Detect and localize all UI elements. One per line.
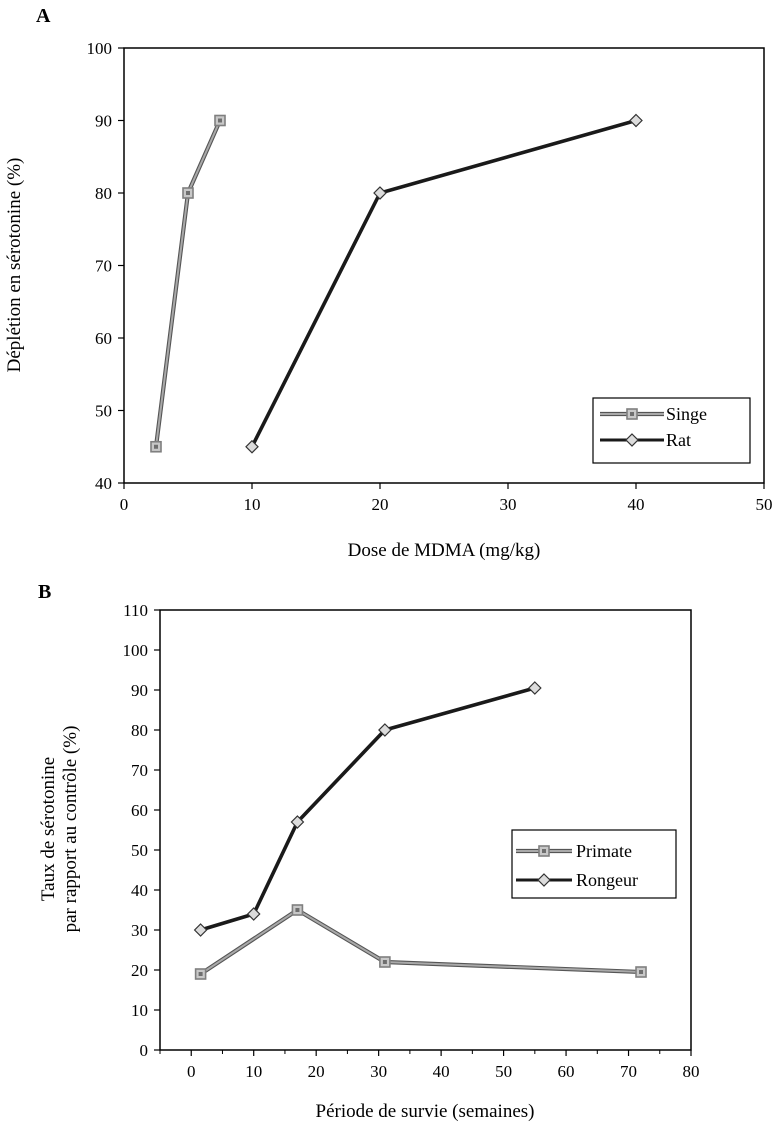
panel-b-series-rongeur-line — [200, 686, 536, 932]
panel-b-x-tick-label: 30 — [370, 1062, 387, 1081]
panel-b-y-tick-label: 70 — [131, 761, 148, 780]
panel-b-x-tick-label: 20 — [308, 1062, 325, 1081]
panel-b-y-tick-label: 30 — [131, 921, 148, 940]
chart-panel-a: A 40 50 60 70 80 90 100 0 10 20 30 40 50 Dose de MDM… — [4, 5, 773, 561]
panel-b-y-tick-label: 50 — [131, 841, 148, 860]
panel-a-y-tick-label: 100 — [87, 39, 113, 58]
panel-a-series-singe-point-center — [186, 191, 190, 195]
panel-b-y-tick-label: 40 — [131, 881, 148, 900]
panel-a-x-tick-label: 30 — [500, 495, 517, 514]
panel-b-x-tick-label: 80 — [683, 1062, 700, 1081]
panel-a-y-tick-label: 80 — [95, 184, 112, 203]
panel-a-series-rat-point — [373, 186, 387, 200]
panel-a-legend: Singe Rat — [592, 397, 751, 464]
panel-b-legend-swatch-rongeur-marker — [537, 873, 551, 887]
panel-b-y-tick-label: 10 — [131, 1001, 148, 1020]
panel-b-x-tick-label: 70 — [620, 1062, 637, 1081]
panel-a-series-rat-point — [245, 439, 259, 454]
panel-b-series-rongeur-point — [290, 815, 305, 829]
panel-b-series-primate-point-center — [382, 960, 387, 964]
panel-b-y-tick-label: 110 — [123, 601, 148, 620]
panel-a-legend-swatch-singe-marker-center — [630, 412, 634, 416]
panel-b-y-tick-label: 20 — [131, 961, 148, 980]
panel-b-series-rongeur-point — [527, 681, 542, 695]
panel-b-y-tick-label: 100 — [123, 641, 149, 660]
panel-a-series-singe-line — [155, 120, 221, 447]
panel-a-letter: A — [36, 5, 51, 27]
panel-b-series-primate-point-center — [198, 972, 203, 976]
panel-a-series-rat-point — [629, 113, 643, 128]
panel-b-letter: B — [38, 581, 51, 603]
panel-b-x-tick-label: 10 — [245, 1062, 262, 1081]
panel-b-y-axis-title-line2: par rapport au contrôle (%) — [60, 726, 81, 933]
panel-a-y-tick-label: 40 — [95, 474, 112, 493]
chart-panel-b: B 0 10 20 30 40 50 60 70 80 90 100 110 0 10 20 30 40 50 60… — [38, 581, 700, 1122]
panel-a-y-tick-label: 60 — [95, 329, 112, 348]
panel-a-y-tick-label: 90 — [95, 112, 112, 131]
panel-b-legend-swatch-primate-marker-center — [542, 849, 546, 853]
panel-b-legend-label-primate: Primate — [576, 841, 632, 861]
panel-a-legend-items — [600, 408, 664, 447]
panel-b-series-rongeur-point — [246, 907, 261, 921]
panel-a-x-axis-title: Dose de MDMA (mg/kg) — [348, 540, 541, 561]
panel-a-y-axis-title: Déplétion en sérotonine (%) — [4, 158, 25, 373]
panel-b-y-tick-label: 60 — [131, 801, 148, 820]
panel-a-series-singe-line-outline — [153, 119, 222, 448]
panel-a-x-tick-label: 10 — [244, 495, 261, 514]
panel-b-legend-box — [511, 829, 677, 899]
panel-a-x-tick-label: 40 — [628, 495, 645, 514]
panel-b-y-tick-label: 0 — [140, 1041, 149, 1060]
panel-b-series-rongeur-point — [378, 723, 392, 737]
panel-a-legend-box — [592, 397, 751, 464]
panel-a-y-tick-label: 50 — [95, 402, 112, 421]
panel-a-x-tick-label: 20 — [372, 495, 389, 514]
panel-a-legend-label-rat: Rat — [666, 430, 691, 450]
panel-b-y-axis-title-line1: Taux de sérotonine — [38, 757, 59, 901]
panel-b-legend-items — [516, 845, 572, 887]
panel-b-series-primate-point-center — [295, 908, 300, 912]
panel-b-x-tick-label: 0 — [187, 1062, 196, 1081]
panel-a-series-singe-point-center — [218, 118, 222, 123]
panel-a-x-tick-label: 50 — [756, 495, 773, 514]
panel-a-legend-swatch-rat-marker — [625, 433, 639, 447]
panel-b-ticks: 0 10 20 30 40 50 60 70 80 90 100 110 0 10 20 30 40 50 60 70… — [123, 601, 700, 1081]
panel-a-legend-label-singe: Singe — [666, 404, 707, 424]
panel-b-series — [193, 681, 647, 980]
panel-a-ticks: 40 50 60 70 80 90 100 0 10 20 30 40 50 — [87, 39, 773, 514]
panel-b-series-primate-point-center — [639, 970, 644, 974]
panel-b-series-rongeur-point — [193, 923, 208, 937]
panel-a-series — [150, 113, 643, 454]
panel-b-x-tick-label: 40 — [433, 1062, 450, 1081]
panel-a-x-tick-label: 0 — [120, 495, 129, 514]
panel-b-x-tick-label: 60 — [558, 1062, 575, 1081]
panel-a-series-singe-point-center — [154, 444, 158, 449]
panel-b-series-primate-line — [200, 909, 642, 975]
panel-b-x-axis-title: Période de survie (semaines) — [316, 1101, 535, 1122]
panel-a-series-rat-line — [250, 118, 637, 448]
panel-b-plot-frame — [159, 609, 692, 1051]
panel-b-legend-label-rongeur: Rongeur — [576, 870, 638, 890]
panel-b-y-tick-label: 80 — [131, 721, 148, 740]
panel-b-legend: Primate Rongeur — [511, 829, 677, 899]
panel-a-y-tick-label: 70 — [95, 257, 112, 276]
panel-b-x-tick-label: 50 — [495, 1062, 512, 1081]
panel-b-y-tick-label: 90 — [131, 681, 148, 700]
